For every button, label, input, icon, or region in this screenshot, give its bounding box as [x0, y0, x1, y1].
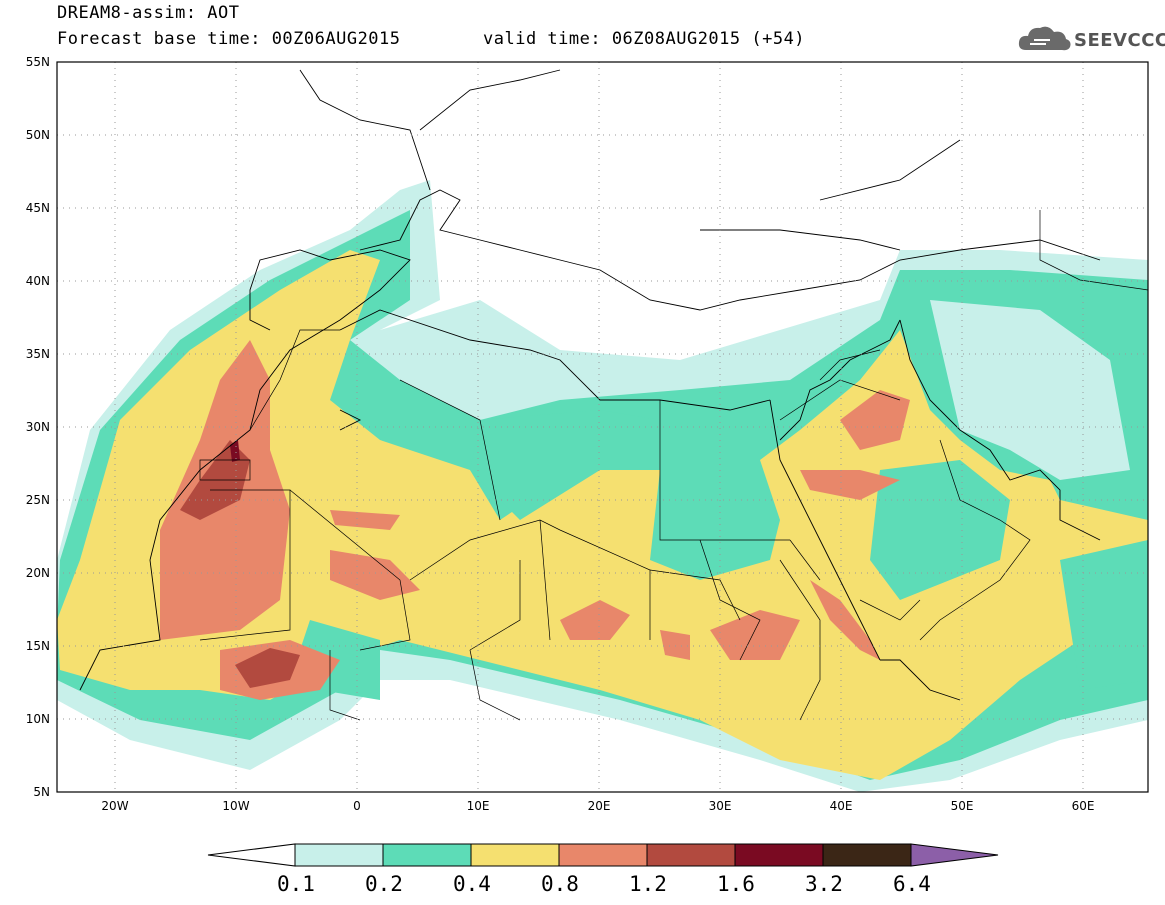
colorbar-swatch: [382, 843, 472, 867]
aot-field: [57, 180, 1148, 792]
lon-label: 50E: [951, 799, 974, 813]
aot-band-0.2: [470, 410, 660, 520]
lat-axis: 55N 50N 45N 40N 35N 30N 25N 20N 15N 10N …: [26, 55, 50, 799]
lat-label: 55N: [26, 55, 50, 69]
aot-band-0.8: [330, 550, 420, 600]
lat-label: 45N: [26, 201, 50, 215]
colorbar-swatch: [470, 843, 560, 867]
aot-band-0.8: [810, 580, 880, 660]
lon-label: 30E: [709, 799, 732, 813]
colorbar-label: 3.2: [805, 872, 843, 896]
lon-label: 40E: [830, 799, 853, 813]
aot-band-0.1: [930, 300, 1130, 480]
lat-label: 35N: [26, 347, 50, 361]
colorbar-swatch: [646, 843, 736, 867]
colorbar-label: 0.2: [365, 872, 403, 896]
lat-label: 20N: [26, 566, 50, 580]
colorbar-label: 0.1: [277, 872, 315, 896]
lon-label: 60E: [1072, 799, 1095, 813]
lat-label: 30N: [26, 420, 50, 434]
colorbar-under-arrow: [207, 843, 296, 867]
logo-text: SEEVCCC: [1074, 30, 1165, 51]
aot-band-0.8: [800, 470, 900, 500]
colorbar-label: 1.6: [717, 872, 755, 896]
aot-band-1.6: [230, 440, 240, 462]
lon-label: 10W: [222, 799, 249, 813]
map-title: DREAM8-assim: AOT: [57, 3, 240, 23]
coastlines: [79, 69, 1101, 701]
colorbar-swatch: [294, 843, 384, 867]
forecast-base-time: Forecast base time: 00Z06AUG2015: [57, 29, 401, 49]
colorbar-label: 0.8: [541, 872, 579, 896]
colorbar-swatch: [734, 843, 824, 867]
colorbar-swatch: [558, 843, 648, 867]
colorbar-label: 0.4: [453, 872, 491, 896]
lon-label: 0: [353, 799, 361, 813]
lon-label: 10E: [467, 799, 490, 813]
aot-band-0.2: [1060, 540, 1148, 690]
lat-label: 5N: [33, 785, 50, 799]
seevccc-logo: SEEVCCC: [1016, 22, 1165, 56]
aot-band-0.8: [560, 600, 630, 640]
valid-time: valid time: 06Z08AUG2015 (+54): [483, 29, 806, 49]
lat-label: 15N: [26, 639, 50, 653]
lon-label: 20E: [588, 799, 611, 813]
country-borders: [199, 210, 1148, 721]
aot-band-0.8: [330, 510, 400, 530]
lat-label: 40N: [26, 274, 50, 288]
colorbar: [207, 843, 999, 867]
aot-band-0.8: [710, 610, 800, 660]
lon-axis: 20W 10W 0 10E 20E 30E 40E 50E 60E: [101, 799, 1094, 813]
map-frame: [56, 61, 1149, 793]
colorbar-label: 6.4: [893, 872, 931, 896]
lat-label: 25N: [26, 493, 50, 507]
colorbar-over-arrow: [910, 843, 999, 867]
colorbar-label: 1.2: [629, 872, 667, 896]
aot-band-1.2: [235, 648, 300, 688]
aot-band-0.8: [660, 630, 690, 660]
colorbar-swatch: [822, 843, 912, 867]
lat-label: 50N: [26, 128, 50, 142]
aot-band-0.8: [840, 390, 910, 450]
lat-label: 10N: [26, 712, 50, 726]
cloud-logo-icon: [1018, 26, 1071, 51]
aot-band-0.2: [870, 460, 1010, 600]
lon-label: 20W: [101, 799, 128, 813]
